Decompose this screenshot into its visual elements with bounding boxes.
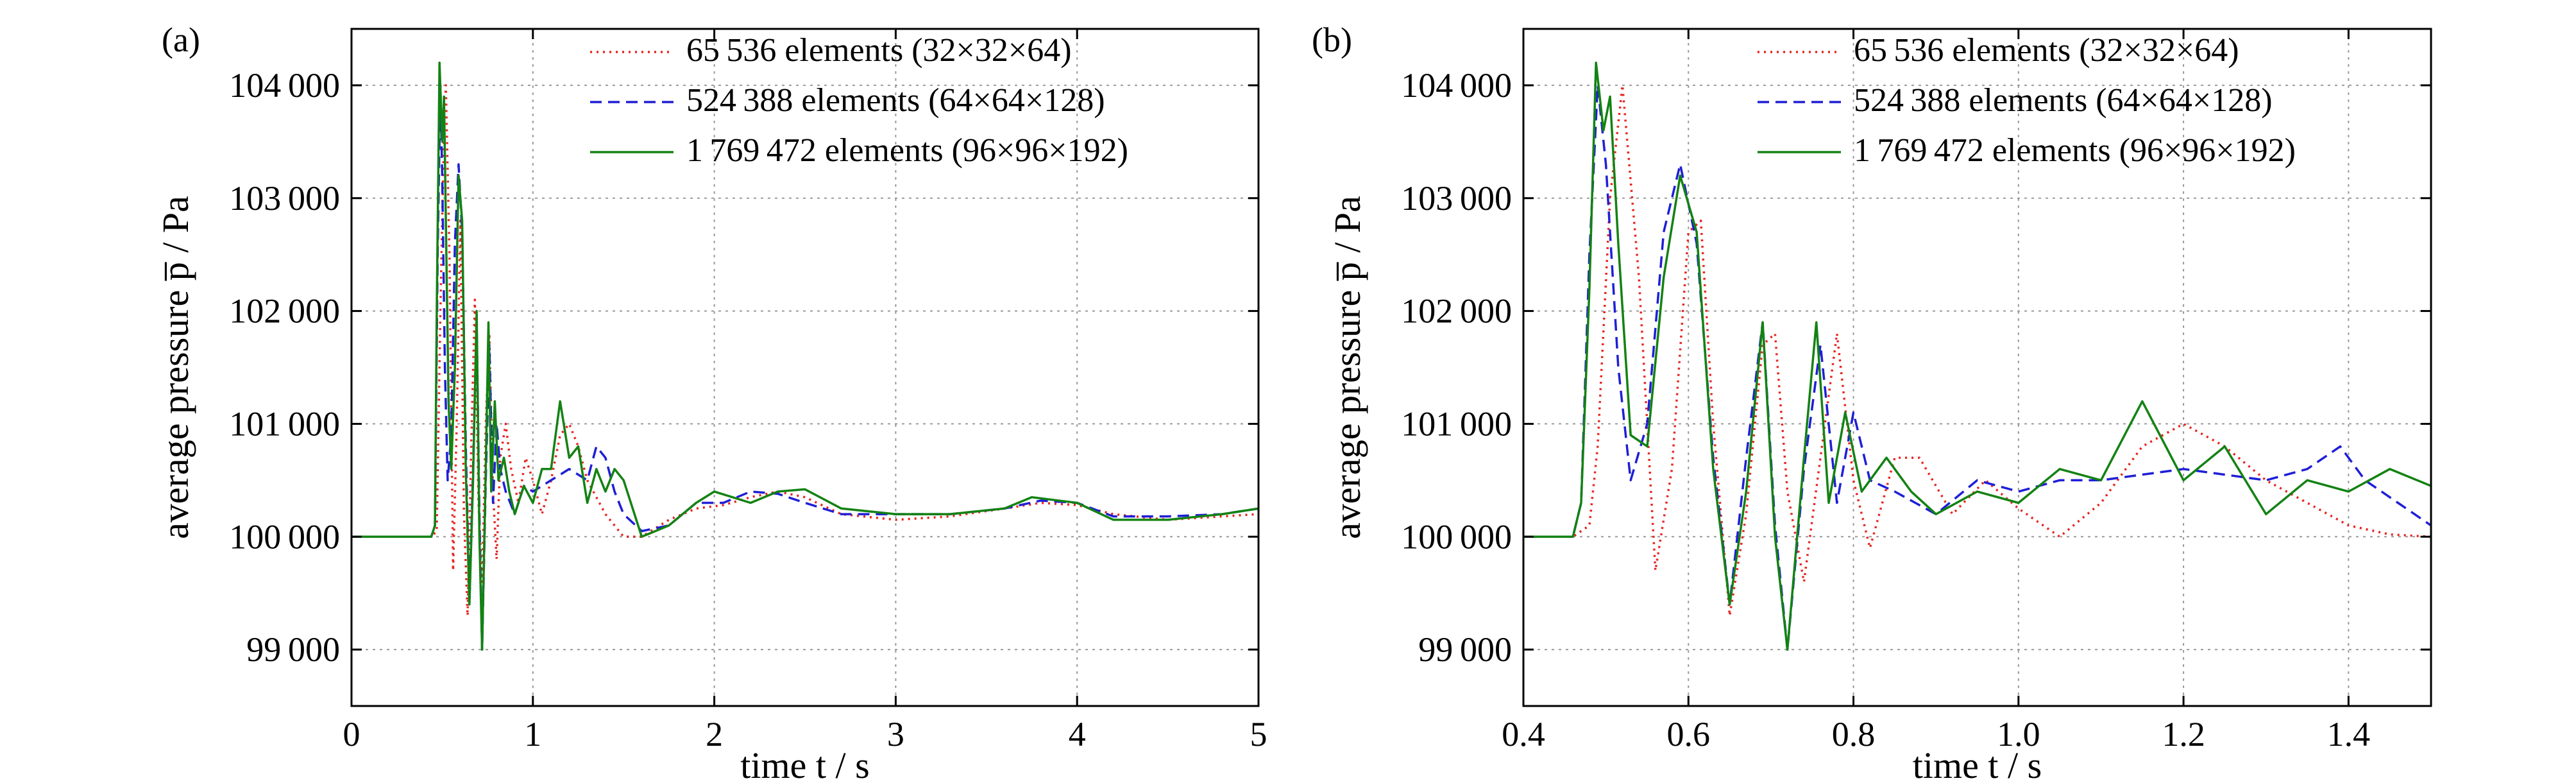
panel-a: 0 1 2 3 4 5 99 000 100 000 101 000 102 000 103 000…	[155, 21, 1267, 783]
series-line-3	[352, 62, 1258, 651]
legend-entry: 1 769 472 elements (96×96×192)	[1854, 132, 2296, 169]
series-line-2	[352, 84, 1258, 651]
y-tick-label: 100 000	[1401, 517, 1512, 556]
series-line-1	[352, 84, 1258, 617]
panel-label: (a)	[162, 21, 200, 59]
y-tick-label: 99 000	[1418, 630, 1512, 669]
y-tick-label: 99 000	[246, 630, 340, 669]
y-tick-label: 100 000	[229, 517, 340, 556]
x-tick-label: 0.6	[1667, 715, 1711, 753]
legend-entry: 524 388 elements (64×64×128)	[1854, 82, 2273, 119]
x-tick-label: 2	[706, 715, 723, 753]
plot-frame	[1522, 28, 2432, 707]
x-tick-label: 5	[1250, 715, 1267, 753]
x-axis-label: time t / s	[1913, 744, 2042, 783]
series-line-2	[1523, 84, 2431, 651]
y-tick-label: 103 000	[229, 179, 340, 218]
x-axis-label: time t / s	[740, 744, 869, 783]
y-axis-label: average pressure p̅ / Pa	[1326, 196, 1368, 539]
x-tick-label: 3	[887, 715, 904, 753]
series-line-3	[1523, 62, 2431, 651]
legend-entry: 524 388 elements (64×64×128)	[686, 82, 1105, 119]
y-tick-label: 103 000	[1401, 179, 1512, 218]
x-tick-label: 0.4	[1502, 715, 1545, 753]
y-axis-label: average pressure p̅ / Pa	[155, 196, 196, 539]
x-tick-label: 4	[1069, 715, 1086, 753]
y-tick-label: 102 000	[229, 292, 340, 331]
x-tick-label: 0.8	[1832, 715, 1876, 753]
plot-frame	[350, 28, 1260, 707]
y-tick-label: 101 000	[229, 404, 340, 443]
x-tick-label: 1.0	[1997, 715, 2040, 753]
x-tick-label: 1.4	[2327, 715, 2371, 753]
x-tick-label: 0	[343, 715, 360, 753]
panel-b: 0.4 0.6 0.8 1.0 1.2 1.4 99 000 100 000 101 000 10…	[1312, 21, 2432, 783]
panel-label: (b)	[1312, 21, 1352, 59]
y-tick-label: 102 000	[1401, 292, 1512, 331]
legend-entry: 1 769 472 elements (96×96×192)	[686, 132, 1128, 169]
legend-entry: 65 536 elements (32×32×64)	[1854, 32, 2239, 69]
y-tick-label: 104 000	[1401, 66, 1512, 105]
legend-entry: 65 536 elements (32×32×64)	[686, 32, 1072, 69]
x-tick-label: 1.2	[2162, 715, 2205, 753]
y-tick-label: 101 000	[1401, 404, 1512, 443]
y-tick-label: 104 000	[229, 66, 340, 105]
x-tick-label: 1	[524, 715, 541, 753]
